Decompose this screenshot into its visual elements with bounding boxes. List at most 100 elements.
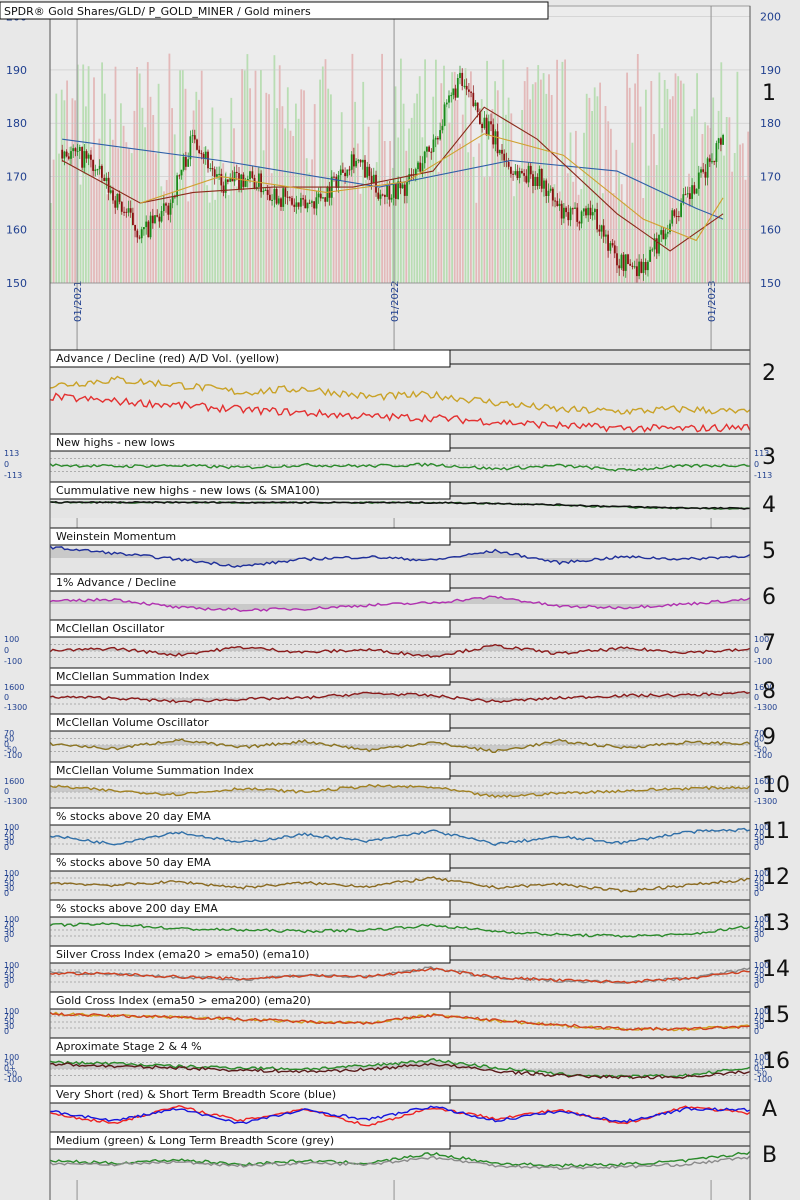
panel-tick-left: 70: [4, 874, 14, 883]
panel-title: % stocks above 20 day EMA: [56, 810, 211, 823]
volume-bar: [405, 150, 408, 283]
candle-body: [147, 221, 150, 238]
volume-bar: [496, 90, 499, 283]
candle-body: [521, 171, 523, 174]
volume-bar: [715, 158, 717, 283]
volume-bar: [583, 132, 585, 283]
candle-body: [534, 176, 537, 186]
candle-body: [432, 139, 435, 152]
candle-body: [459, 72, 461, 78]
candle-body: [686, 193, 689, 195]
panel-title: % stocks above 50 day EMA: [56, 856, 211, 869]
candle-body: [532, 174, 534, 186]
volume-bar: [157, 83, 160, 283]
candle-body: [258, 173, 260, 187]
candle-body: [441, 125, 444, 131]
candle-body: [324, 197, 327, 202]
volume-bar: [577, 194, 580, 283]
volume-bar: [251, 165, 254, 283]
candle-body: [711, 161, 713, 163]
volume-bar: [338, 190, 340, 283]
panel-tick-right: 50: [754, 925, 764, 934]
candle-body: [706, 158, 709, 178]
candle-body: [302, 198, 304, 200]
candle-body: [392, 183, 395, 198]
candle-body: [390, 197, 393, 200]
volume-bar: [448, 122, 451, 283]
price-tick-left: 160: [6, 224, 27, 237]
volume-bar: [225, 171, 227, 283]
candle-body: [474, 102, 477, 107]
candle-body: [558, 203, 561, 206]
panel-tick-right: 30: [754, 930, 764, 939]
volume-bar: [645, 89, 647, 283]
candle-body: [196, 139, 198, 150]
candle-body: [240, 174, 243, 190]
indicator-panel-6: 1% Advance / Decline 6: [49, 573, 776, 622]
volume-bar: [203, 146, 206, 283]
volume-bar: [526, 67, 529, 283]
panel-series-line: [49, 1155, 751, 1171]
panel-title: Weinstein Momentum: [56, 530, 176, 543]
candle-body: [576, 207, 579, 222]
volume-bar: [66, 80, 68, 283]
panel-tick-right: 0: [754, 935, 759, 944]
volume-bar: [76, 64, 79, 283]
panel-number: 3: [762, 445, 776, 470]
candle-body: [313, 201, 315, 209]
candle-body: [143, 227, 145, 230]
volume-bar: [289, 130, 292, 283]
volume-bar: [677, 76, 680, 283]
candle-body: [386, 185, 388, 197]
panel-tick-right: 50: [754, 879, 764, 888]
candle-body: [633, 266, 636, 268]
candle-body: [671, 210, 674, 224]
candle-body: [112, 190, 114, 201]
volume-bar: [227, 195, 230, 283]
candle-body: [664, 233, 667, 240]
volume-bar: [529, 99, 531, 284]
candle-body: [655, 238, 658, 254]
volume-bar: [106, 194, 109, 283]
volume-bar: [400, 58, 402, 283]
volume-bar: [60, 89, 63, 283]
candle-body: [536, 176, 539, 186]
candle-body: [498, 149, 501, 154]
volume-bar: [359, 193, 362, 283]
candle-body: [326, 187, 329, 202]
candle-body: [624, 254, 627, 271]
candle-body: [653, 238, 656, 250]
candle-body: [406, 181, 408, 196]
panel-title: New highs - new lows: [56, 436, 175, 449]
candle-body: [293, 204, 296, 207]
candle-body: [649, 249, 651, 262]
panel-tick-left: 30: [4, 838, 14, 847]
volume-bar: [370, 171, 373, 283]
candle-body: [518, 171, 521, 178]
volume-bar: [478, 143, 480, 283]
candle-body: [319, 193, 322, 199]
candle-body: [547, 190, 550, 196]
panel-tick-right: 113: [754, 449, 769, 458]
volume-bar: [391, 167, 394, 283]
volume-bar: [580, 189, 583, 283]
candle-body: [465, 85, 468, 90]
volume-bar: [133, 110, 136, 284]
panel-tick-right: 70: [754, 920, 764, 929]
panel-tick-left: -50: [4, 1070, 17, 1079]
candle-body: [342, 169, 344, 173]
volume-bar: [505, 114, 507, 283]
candle-body: [638, 261, 640, 277]
volume-bar: [278, 65, 281, 283]
panel-tick-left: 50: [4, 879, 14, 888]
panel-series-line: [49, 500, 751, 510]
panel-series-line: [49, 1058, 751, 1079]
candle-body: [582, 208, 585, 212]
candle-body: [571, 208, 574, 210]
candle-body: [580, 211, 583, 224]
price-tick-right: 180: [760, 117, 781, 130]
volume-bar: [230, 97, 233, 284]
volume-bar: [144, 127, 146, 283]
